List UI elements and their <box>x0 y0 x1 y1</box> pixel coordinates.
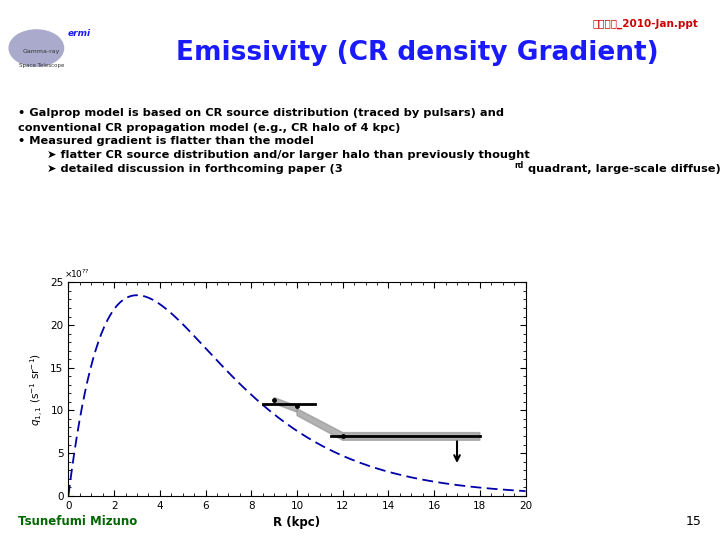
Polygon shape <box>297 409 480 440</box>
Text: $\times\!10^{??}$: $\times\!10^{??}$ <box>64 268 90 280</box>
Text: conventional CR propagation model (e.g., CR halo of 4 kpc): conventional CR propagation model (e.g.,… <box>18 123 400 133</box>
Text: Emissivity (CR density Gradient): Emissivity (CR density Gradient) <box>176 40 659 66</box>
Text: 15: 15 <box>686 515 702 528</box>
Text: 論文紹介_2010-Jan.ppt: 論文紹介_2010-Jan.ppt <box>593 19 698 29</box>
Text: Gamma-ray: Gamma-ray <box>22 49 60 54</box>
Text: ➤ detailed discussion in forthcoming paper (3: ➤ detailed discussion in forthcoming pap… <box>47 164 343 174</box>
Y-axis label: $q_{1,1}\ \rm (s^{-1}\ sr^{-1})$: $q_{1,1}\ \rm (s^{-1}\ sr^{-1})$ <box>28 353 45 426</box>
Text: • Galprop model is based on CR source distribution (traced by pulsars) and: • Galprop model is based on CR source di… <box>18 108 504 118</box>
X-axis label: R (kpc): R (kpc) <box>274 516 320 529</box>
Text: ➤ flatter CR source distribution and/or larger halo than previously thought: ➤ flatter CR source distribution and/or … <box>47 150 529 160</box>
Circle shape <box>9 30 63 66</box>
Text: Tsunefumi Mizuno: Tsunefumi Mizuno <box>18 515 138 528</box>
Text: quadrant, large-scale diffuse): quadrant, large-scale diffuse) <box>524 164 720 174</box>
Polygon shape <box>274 397 297 412</box>
Text: Space Telescope: Space Telescope <box>19 63 64 68</box>
Text: rd: rd <box>514 161 523 170</box>
Text: ermi: ermi <box>68 29 91 38</box>
Text: • Measured gradient is flatter than the model: • Measured gradient is flatter than the … <box>18 136 314 146</box>
